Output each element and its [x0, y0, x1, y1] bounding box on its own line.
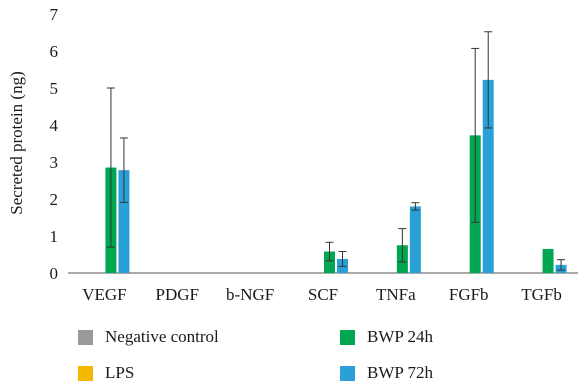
error-bar-bwp-24h-scf [325, 241, 334, 262]
x-category-label-tgfb: TGFb [521, 285, 562, 304]
x-axis-category-labels: VEGF PDGF b-NGF SCF TNFa FGFb TGFb [82, 285, 562, 304]
error-bar-bwp-72h-tgfb [557, 259, 566, 271]
bars-group [105, 79, 567, 273]
error-bar-bwp-24h-vegf [106, 87, 115, 248]
x-category-label-b-ngf: b-NGF [226, 285, 274, 304]
error-bars-group [106, 31, 566, 271]
y-tick-label-0: 0 [50, 264, 59, 283]
y-tick-label-7: 7 [50, 5, 59, 24]
x-category-label-scf: SCF [308, 285, 338, 304]
error-bar-bwp-24h-fgfb [471, 47, 480, 223]
bar-bwp-24h-tgfb [542, 248, 554, 273]
error-bar-bwp-72h-fgfb [484, 31, 493, 129]
y-tick-label-2: 2 [50, 190, 59, 209]
legend-item-negative-control: Negative control [78, 326, 219, 348]
legend: Negative control LPS BWP 24h BWP 72h [0, 322, 582, 387]
x-category-label-fgfb: FGFb [449, 285, 489, 304]
y-tick-label-6: 6 [50, 42, 59, 61]
legend-item-bwp-24h: BWP 24h [340, 326, 433, 348]
legend-swatch-negative-control [78, 329, 93, 345]
error-bar-bwp-72h-scf [338, 251, 347, 267]
y-tick-label-1: 1 [50, 227, 59, 246]
error-bar-bwp-72h-tnfa [411, 202, 420, 211]
y-axis-ticks: 0 1 2 3 4 5 6 7 [50, 5, 59, 283]
x-category-label-pdgf: PDGF [156, 285, 199, 304]
legend-item-lps: LPS [78, 362, 134, 384]
legend-swatch-bwp-72h [340, 365, 355, 381]
bar-bwp-72h-tnfa [409, 206, 421, 273]
y-tick-label-5: 5 [50, 79, 59, 98]
legend-item-bwp-72h: BWP 72h [340, 362, 433, 384]
y-tick-label-4: 4 [50, 116, 59, 135]
legend-label-negative-control: Negative control [105, 327, 219, 346]
y-axis-title: Secreted protein (ng) [7, 71, 26, 215]
x-category-label-vegf: VEGF [82, 285, 126, 304]
y-tick-label-3: 3 [50, 153, 59, 172]
legend-label-lps: LPS [105, 363, 135, 382]
bar-bwp-72h-vegf [118, 170, 130, 273]
bar-bwp-72h-fgfb [482, 79, 494, 273]
legend-swatch-bwp-24h [340, 329, 355, 345]
error-bar-bwp-24h-tnfa [398, 228, 407, 263]
legend-swatch-lps [78, 365, 93, 381]
bar-bwp-24h-scf [324, 251, 335, 273]
x-category-label-tnfa: TNFa [376, 285, 416, 304]
bar-chart: 0 1 2 3 4 5 6 7 VEGF PDGF b-NGF SCF TNFa FGFb TGFb Se… [7, 5, 578, 304]
legend-label-bwp-24h: BWP 24h [367, 327, 433, 346]
error-bar-bwp-72h-vegf [119, 137, 128, 203]
legend-label-bwp-72h: BWP 72h [367, 363, 433, 382]
